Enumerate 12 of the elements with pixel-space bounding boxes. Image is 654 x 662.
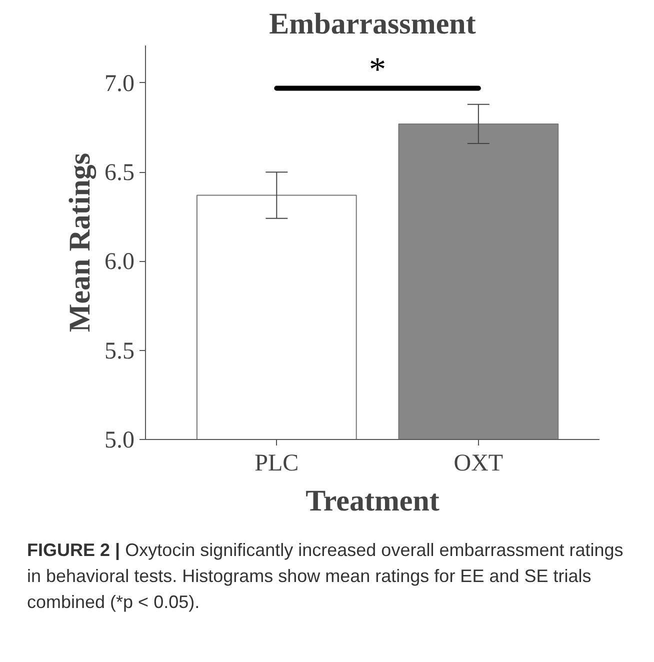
y-tick-label: 7.0 <box>104 70 134 97</box>
x-axis-title: Treatment <box>306 484 440 518</box>
annotation: * <box>369 51 386 88</box>
y-tick-label: 6.0 <box>104 249 134 276</box>
x-tick-label: OXT <box>454 450 504 476</box>
x-tick-label: PLC <box>254 450 299 476</box>
caption: FIGURE 2 | Oxytocin significantly increased overall embarrassment ratings in behavioral tests. Histograms show mean ratings for EE and SE trials combined (*p < 0.05). <box>27 539 624 614</box>
y-tick-label: 5.5 <box>104 338 134 364</box>
y-axis-title: Mean Ratings <box>64 152 96 332</box>
y-tick-label: 6.5 <box>104 160 134 186</box>
chart-title: Embarrassment <box>269 8 476 40</box>
y-tick-label: 5.0 <box>104 428 134 454</box>
